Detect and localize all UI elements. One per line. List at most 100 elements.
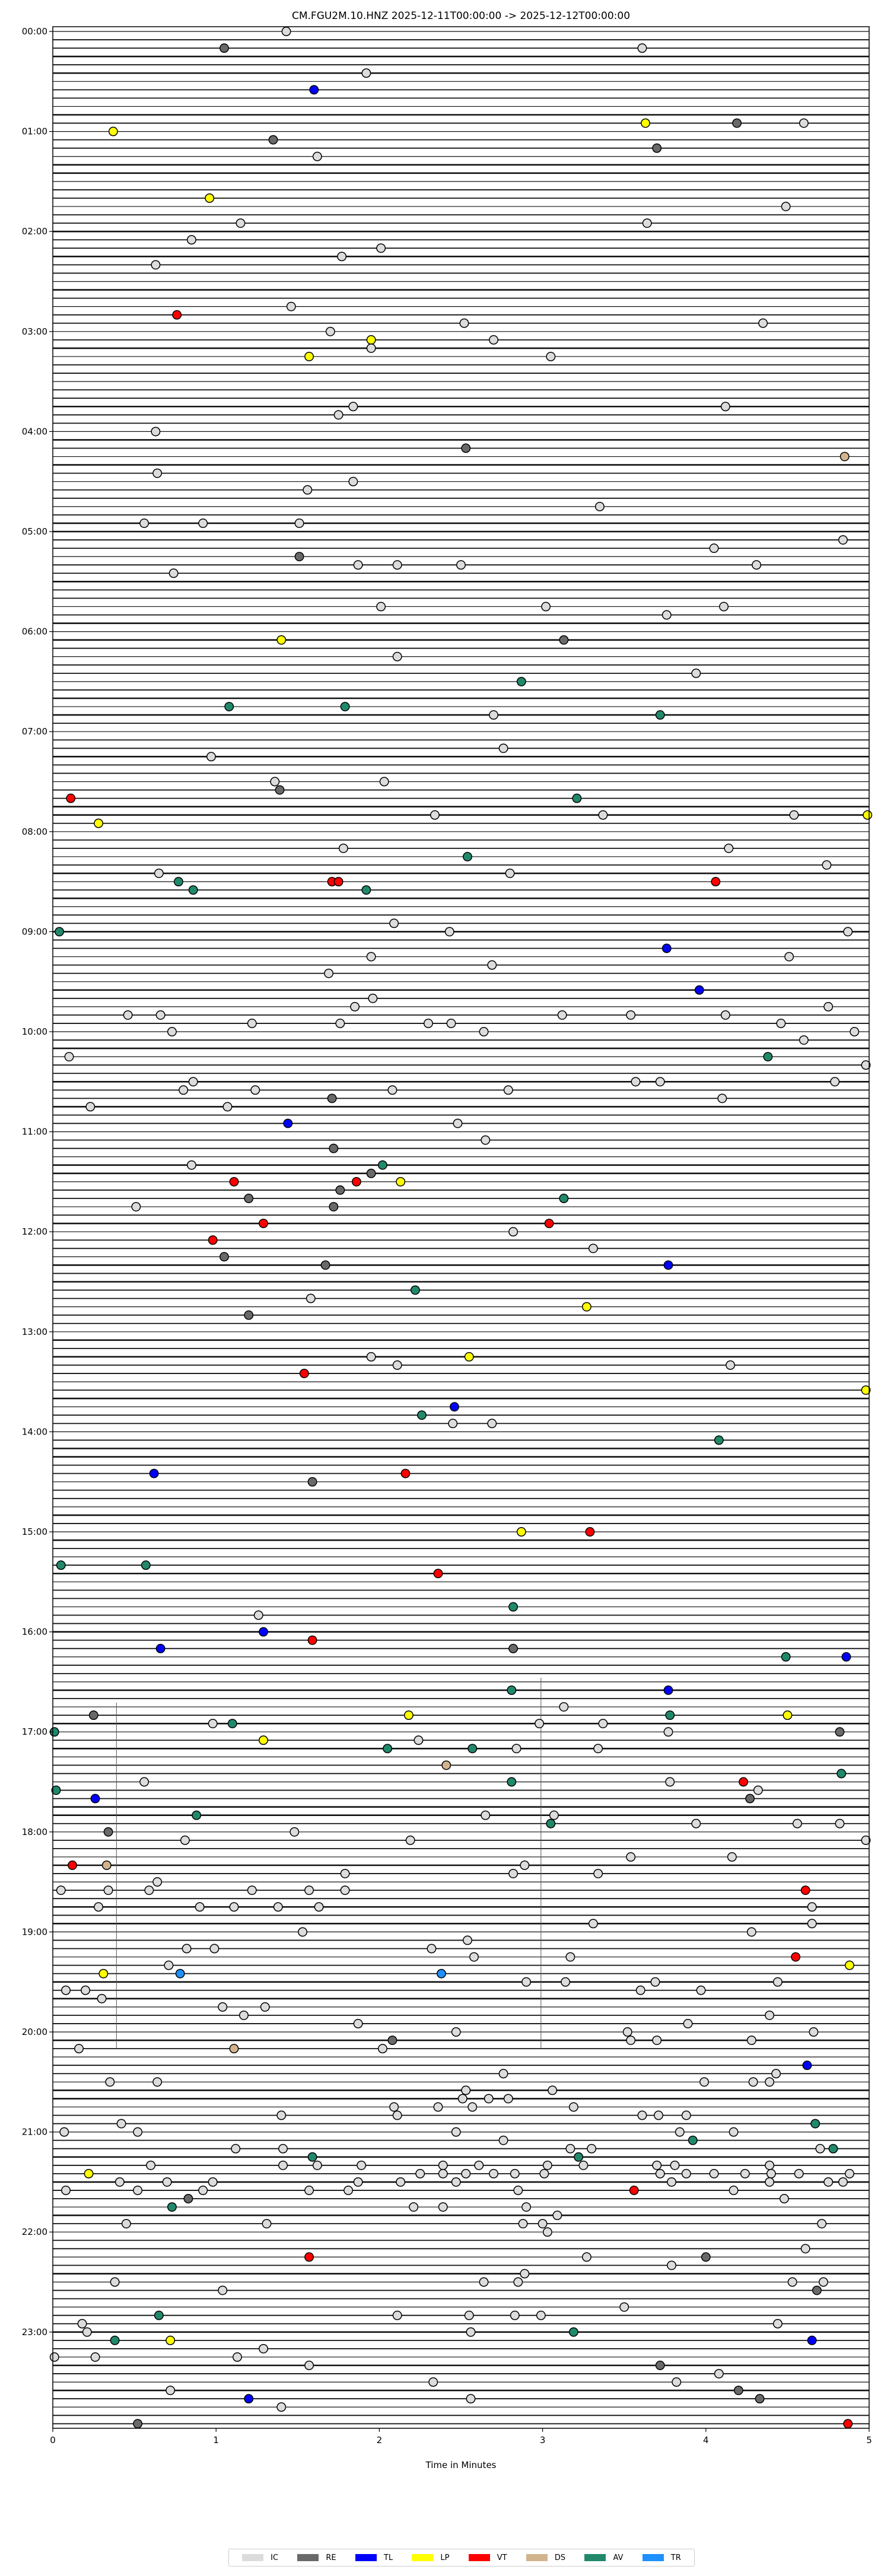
- event-ic-marker: [818, 2277, 828, 2287]
- event-ic-marker: [379, 777, 389, 787]
- event-tl-marker: [450, 1402, 459, 1412]
- y-tick-label: 10:00: [22, 1026, 47, 1037]
- event-ic-marker: [314, 1902, 324, 1912]
- event-ic-marker: [667, 2260, 676, 2270]
- event-ic-marker: [253, 1610, 263, 1620]
- event-ic-marker: [259, 2343, 268, 2354]
- event-ic-marker: [520, 2269, 530, 2279]
- event-ic-marker: [537, 2219, 548, 2229]
- event-re-marker: [755, 2394, 765, 2404]
- event-ic-marker: [772, 1977, 783, 1987]
- y-tick-label: 03:00: [22, 326, 47, 337]
- event-av-marker: [224, 702, 234, 712]
- event-ic-marker: [807, 1902, 817, 1912]
- legend-label: IC: [271, 2553, 279, 2562]
- event-ic-marker: [691, 1818, 701, 1828]
- event-ic-marker: [652, 2160, 662, 2170]
- event-ic-marker: [815, 2144, 825, 2154]
- event-ic-marker: [348, 476, 358, 486]
- event-ic-marker: [691, 668, 701, 678]
- event-ic-marker: [578, 2160, 589, 2170]
- event-re-marker: [220, 1252, 229, 1262]
- event-vt-marker: [68, 1861, 77, 1870]
- event-ic-marker: [366, 952, 376, 962]
- event-ic-marker: [366, 1352, 376, 1362]
- y-tick-label: 08:00: [22, 826, 47, 837]
- event-lp-marker: [861, 1385, 871, 1395]
- y-tick-label: 16:00: [22, 1627, 47, 1637]
- event-ic-marker: [508, 1227, 519, 1237]
- event-ic-marker: [637, 43, 647, 53]
- event-ic-marker: [438, 2202, 448, 2212]
- event-ic-marker: [670, 2160, 680, 2170]
- event-ic-marker: [748, 2077, 758, 2087]
- event-vt-marker: [66, 793, 76, 803]
- legend-label: TR: [670, 2553, 681, 2562]
- event-re-marker: [366, 1168, 376, 1178]
- event-ic-marker: [164, 1960, 174, 1970]
- event-ic-marker: [481, 1810, 491, 1820]
- event-vt-marker: [259, 1219, 268, 1229]
- event-re-marker: [133, 2419, 143, 2429]
- event-ic-marker: [152, 2077, 163, 2087]
- event-av-marker: [56, 1560, 66, 1570]
- event-lp-marker: [783, 1710, 793, 1720]
- event-ic-marker: [489, 335, 498, 345]
- event-lp-marker: [366, 335, 376, 345]
- event-ic-marker: [361, 68, 371, 78]
- event-ic-marker: [838, 535, 848, 545]
- event-ic-marker: [548, 2085, 558, 2095]
- event-lp-marker: [94, 818, 104, 828]
- event-ic-marker: [772, 2319, 783, 2329]
- event-ic-marker: [675, 2127, 685, 2137]
- event-ic-marker: [392, 2110, 402, 2120]
- event-ds-marker: [229, 2044, 239, 2054]
- event-ic-marker: [451, 2027, 461, 2037]
- event-ic-marker: [270, 777, 280, 787]
- event-vt-marker: [400, 1468, 411, 1478]
- event-ic-marker: [405, 1835, 415, 1845]
- event-av-marker: [173, 877, 183, 887]
- y-tick-label: 15:00: [22, 1526, 47, 1537]
- event-tl-marker: [259, 1627, 268, 1637]
- event-ic-marker: [247, 1019, 257, 1028]
- legend-label: RE: [326, 2553, 336, 2562]
- event-ic-marker: [139, 1777, 150, 1787]
- event-re-marker: [335, 1185, 345, 1195]
- event-ic-marker: [195, 1902, 205, 1912]
- event-ic-marker: [552, 2211, 562, 2221]
- event-ic-marker: [222, 1102, 233, 1112]
- event-ic-marker: [719, 602, 729, 612]
- event-av-marker: [559, 1194, 569, 1203]
- event-ic-marker: [167, 1027, 177, 1036]
- event-ic-marker: [162, 2177, 172, 2187]
- event-ic-marker: [389, 2102, 399, 2112]
- event-ic-marker: [273, 1902, 283, 1912]
- event-re-marker: [835, 1727, 845, 1737]
- event-ic-marker: [498, 743, 508, 753]
- event-ic-marker: [663, 1727, 673, 1737]
- x-tick-label: 4: [703, 2435, 709, 2445]
- event-ic-marker: [655, 2168, 665, 2179]
- event-ic-marker: [340, 1869, 350, 1879]
- event-ic-marker: [740, 2168, 750, 2179]
- event-ic-marker: [348, 402, 358, 412]
- event-av-marker: [55, 927, 64, 937]
- event-lp-marker: [403, 1710, 414, 1720]
- x-tick-label: 0: [50, 2435, 56, 2445]
- event-ic-marker: [521, 2202, 532, 2212]
- event-ic-marker: [753, 1785, 763, 1795]
- event-ic-marker: [448, 1419, 458, 1429]
- event-lp-marker: [84, 2168, 94, 2179]
- event-re-marker: [329, 1143, 339, 1153]
- event-ic-marker: [789, 810, 799, 820]
- event-ic-marker: [498, 2069, 508, 2079]
- event-vt-marker: [433, 1569, 443, 1579]
- event-ic-marker: [549, 1810, 559, 1820]
- event-vt-marker: [307, 1635, 317, 1645]
- legend: IC RE TL LP VT DS AV TR: [228, 2549, 695, 2567]
- event-ic-marker: [667, 2177, 676, 2187]
- event-re-marker: [103, 1827, 113, 1837]
- event-ic-marker: [771, 2069, 781, 2079]
- legend-swatch: [297, 2554, 319, 2561]
